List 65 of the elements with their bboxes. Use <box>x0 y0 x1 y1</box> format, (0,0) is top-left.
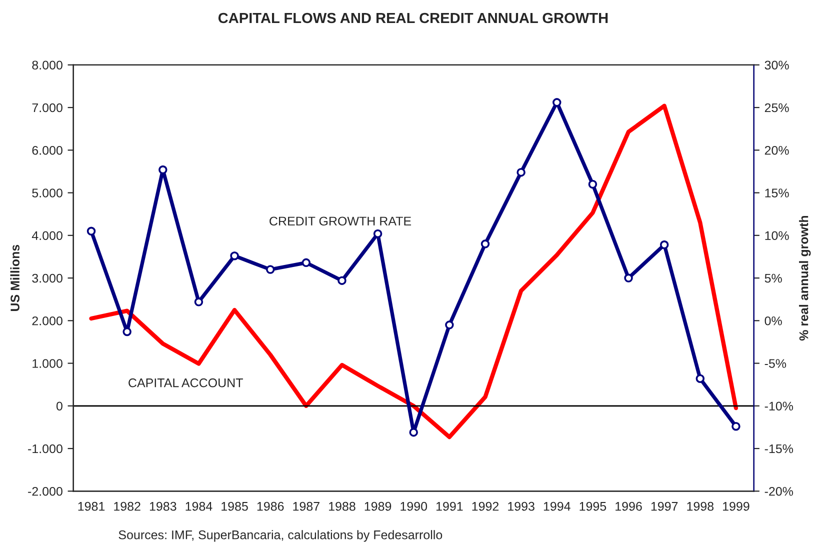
x-tick-label: 1993 <box>508 502 534 511</box>
x-tick-label: 1984 <box>186 502 212 511</box>
x-tick-label: 1999 <box>723 502 750 511</box>
source-note: Sources: IMF, SuperBancaria, calculations by Fedesarrollo <box>118 530 442 542</box>
y-tick-label: 4.000 <box>32 231 62 240</box>
y-tick-label: 7.000 <box>32 103 62 112</box>
x-tick-label: 1994 <box>544 502 570 511</box>
chart-title: CAPITAL FLOWS AND REAL CREDIT ANNUAL GROWTH <box>218 12 608 24</box>
y2-tick-label: -15% <box>764 444 794 454</box>
y-tick-label: 5.000 <box>32 188 62 198</box>
x-tick-label: 1989 <box>364 502 392 511</box>
y-tick-label: -2.000 <box>28 486 62 496</box>
x-tick-label: 1992 <box>472 502 499 511</box>
y2-tick-label: -10% <box>764 402 794 411</box>
x-tick-label: 1991 <box>436 502 463 511</box>
point <box>660 240 669 250</box>
point <box>302 258 311 268</box>
y-tick-label: 0 <box>56 402 62 411</box>
point <box>696 374 705 383</box>
point <box>480 240 490 248</box>
y-tick-label: 8.000 <box>32 60 62 70</box>
y-tick-label: 3.000 <box>32 274 62 283</box>
y2-tick-label: -5% <box>764 359 786 368</box>
y-tick-label: 1.000 <box>32 359 62 368</box>
point <box>445 320 454 330</box>
point <box>86 226 96 236</box>
point <box>373 229 382 238</box>
point <box>230 251 239 260</box>
x-tick-label: 1988 <box>329 502 356 511</box>
point <box>194 298 204 306</box>
point <box>588 180 598 189</box>
y2-tick-label: 30% <box>764 60 789 70</box>
y2-axis-title: % real annual growth <box>799 216 811 341</box>
y-axis-title: US Millions <box>10 244 20 311</box>
x-tick-label: 1990 <box>400 502 428 511</box>
point <box>338 276 346 285</box>
x-tick-label: 1996 <box>616 502 642 511</box>
point <box>732 422 740 431</box>
x-tick-label: 1998 <box>687 502 714 511</box>
y2-tick-label: 20% <box>764 146 789 155</box>
point <box>624 274 633 282</box>
x-tick-label: 1982 <box>114 502 140 511</box>
x-tick-label: 1987 <box>293 502 320 511</box>
x-tick-label: 1997 <box>651 502 678 511</box>
y2-tick-label: 0% <box>764 316 782 326</box>
x-tick-label: 1983 <box>150 502 176 511</box>
x-tick-label: 1995 <box>580 502 606 511</box>
point <box>266 265 275 274</box>
y-tick-label: 2.000 <box>32 316 62 326</box>
point <box>409 428 418 437</box>
x-tick-label: 1986 <box>257 502 284 511</box>
y2-tick-label: 5% <box>764 274 782 283</box>
x-tick-label: 1985 <box>222 502 248 511</box>
annotation: CREDIT GROWTH RATE <box>270 216 412 226</box>
y-tick-label: -1.000 <box>28 444 62 454</box>
y2-tick-label: -20% <box>764 486 794 496</box>
y2-tick-label: 10% <box>765 231 789 240</box>
y-tick-label: 6.000 <box>32 146 62 155</box>
point <box>158 165 168 174</box>
x-tick-label: 1981 <box>78 502 105 511</box>
point <box>516 168 526 177</box>
point <box>122 327 132 336</box>
y2-tick-label: 25% <box>764 103 789 112</box>
annotation: CAPITAL ACCOUNT <box>128 378 243 388</box>
y2-tick-label: 15% <box>765 188 789 198</box>
